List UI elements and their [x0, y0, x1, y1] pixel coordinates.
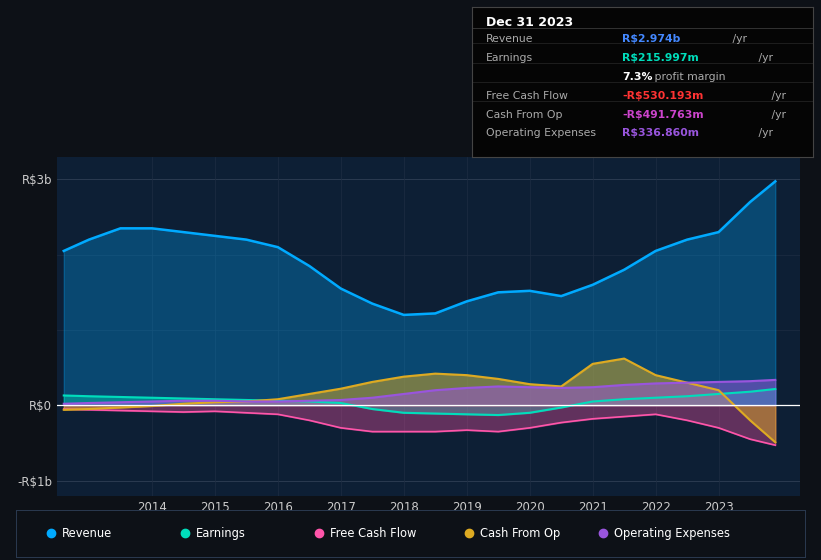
Text: 7.3%: 7.3%	[622, 72, 653, 82]
Text: Free Cash Flow: Free Cash Flow	[486, 91, 567, 101]
Text: Revenue: Revenue	[62, 527, 112, 540]
Text: Cash From Op: Cash From Op	[486, 110, 562, 119]
Text: Earnings: Earnings	[196, 527, 246, 540]
Text: /yr: /yr	[768, 91, 786, 101]
Text: Operating Expenses: Operating Expenses	[614, 527, 730, 540]
Text: /yr: /yr	[754, 128, 773, 138]
Text: /yr: /yr	[754, 53, 773, 63]
Text: Dec 31 2023: Dec 31 2023	[486, 16, 573, 30]
Text: -R$491.763m: -R$491.763m	[622, 110, 704, 119]
Text: Earnings: Earnings	[486, 53, 533, 63]
Text: Revenue: Revenue	[486, 34, 533, 44]
Text: /yr: /yr	[729, 34, 747, 44]
Text: Cash From Op: Cash From Op	[479, 527, 560, 540]
Text: profit margin: profit margin	[651, 72, 726, 82]
Text: -R$530.193m: -R$530.193m	[622, 91, 704, 101]
Text: Operating Expenses: Operating Expenses	[486, 128, 596, 138]
Text: /yr: /yr	[768, 110, 786, 119]
Text: R$2.974b: R$2.974b	[622, 34, 681, 44]
Text: Free Cash Flow: Free Cash Flow	[330, 527, 416, 540]
Text: R$215.997m: R$215.997m	[622, 53, 699, 63]
Text: R$336.860m: R$336.860m	[622, 128, 699, 138]
